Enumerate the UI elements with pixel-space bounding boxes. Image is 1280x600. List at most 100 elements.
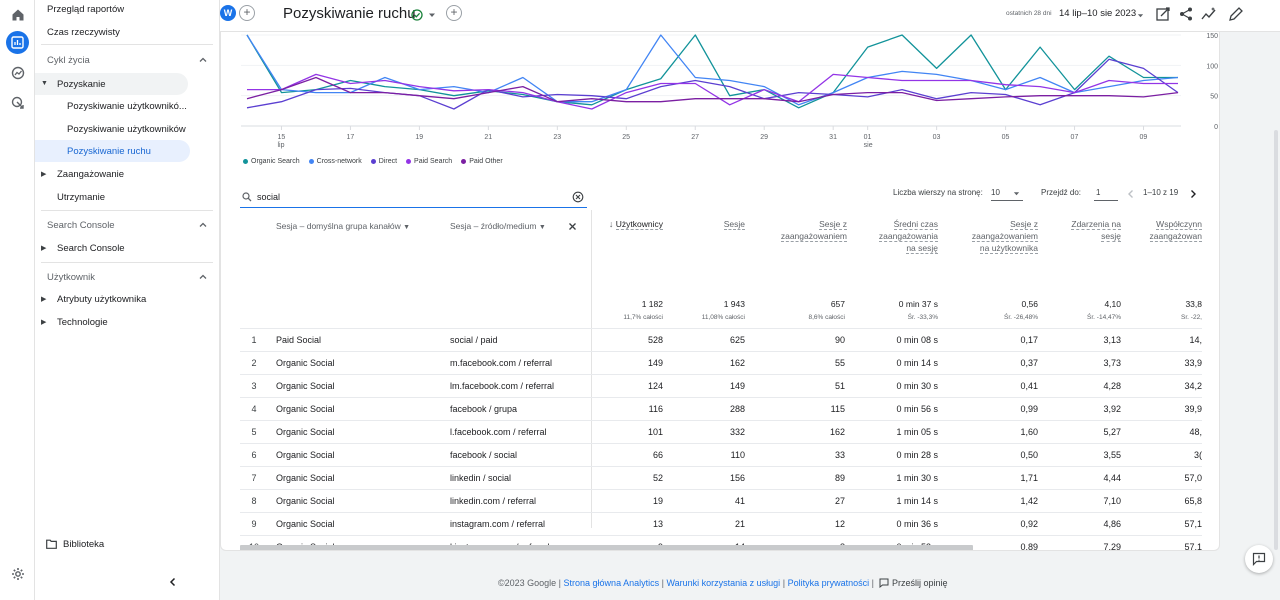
dimension-header-source[interactable]: Sesja – źródło/medium ▼ — [450, 220, 546, 234]
dimension-header-channel[interactable]: Sesja – domyślna grupa kanałów ▼ — [276, 220, 410, 234]
metric-cell: 0,41 — [1020, 381, 1038, 391]
row-index: 9 — [251, 519, 257, 529]
analytics-home-link[interactable]: Strona główna Analytics — [563, 578, 660, 588]
date-range-picker[interactable]: 14 lip–10 sie 2023 — [1059, 8, 1137, 19]
legend-item[interactable]: Paid Search — [406, 158, 452, 165]
metric-header-engagement-rate[interactable]: Współczynn zaangażowan — [1128, 218, 1202, 242]
metric-header-engaged-sessions[interactable]: Sesje z zaangażowaniem — [752, 218, 847, 242]
series-line-paid-other[interactable] — [246, 76, 1179, 103]
page-scrollbar[interactable] — [1274, 130, 1278, 550]
metric-header-events-per-session[interactable]: Zdarzenia na sesję — [1045, 218, 1121, 242]
customize-report-icon[interactable] — [1155, 6, 1171, 22]
reports-icon[interactable] — [6, 31, 29, 54]
nav-section-lifecycle[interactable]: Cykl życia — [35, 49, 219, 71]
chevron-up-icon — [199, 274, 207, 279]
total-value: 4,10 — [1104, 299, 1121, 309]
previous-page-icon[interactable] — [1126, 189, 1136, 199]
date-range-preset[interactable]: ostatnich 28 dni — [1006, 10, 1052, 17]
goto-page-input[interactable]: 1 — [1094, 188, 1120, 201]
metric-header-engaged-per-user[interactable]: Sesje z zaangażowaniem na użytkownika — [945, 218, 1038, 254]
legend-item[interactable]: Cross-network — [308, 158, 362, 165]
nav-item-user-acquisition-cohort[interactable]: Pozyskiwanie użytkownikó... — [35, 95, 219, 117]
table-row[interactable]: 9 Organic Social instagram.com / referral 1… — [240, 512, 1202, 535]
nav-item-realtime[interactable]: Czas rzeczywisty — [35, 21, 219, 43]
share-icon[interactable] — [1178, 6, 1194, 22]
nav-section-search-console[interactable]: Search Console — [35, 214, 219, 236]
search-input[interactable]: social — [257, 192, 281, 202]
series-line-direct[interactable] — [246, 58, 1179, 110]
clear-search-icon[interactable] — [572, 191, 584, 203]
channel-cell: Organic Social — [276, 381, 335, 391]
nav-item-library[interactable]: Biblioteka — [35, 533, 219, 555]
table-row[interactable]: 2 Organic Social m.facebook.com / referral… — [240, 351, 1202, 374]
caret-down-icon — [1013, 192, 1020, 196]
nav-item-technology[interactable]: ▶ Technologie — [35, 311, 219, 333]
advertising-icon[interactable] — [8, 93, 27, 112]
nav-item-user-acquisition[interactable]: Pozyskiwanie użytkowników — [35, 118, 219, 140]
total-percent: 8,6% całości — [808, 314, 846, 321]
caret-down-icon: ▼ — [41, 80, 48, 87]
divider — [41, 44, 213, 45]
nav-label: Przegląd raportów — [47, 3, 125, 15]
metric-header-users[interactable]: ↓ Użytkownicy — [593, 218, 663, 230]
edit-pencil-icon[interactable] — [1228, 6, 1244, 22]
nav-item-traffic-acquisition[interactable]: Pozyskiwanie ruchu — [35, 140, 190, 162]
home-icon[interactable] — [8, 5, 27, 24]
caret-down-icon[interactable] — [428, 11, 436, 19]
legend-item[interactable]: Organic Search — [243, 158, 300, 165]
caret-down-icon[interactable] — [1137, 12, 1144, 19]
horizontal-scrollbar[interactable] — [240, 545, 973, 550]
feedback-button[interactable] — [1245, 545, 1273, 573]
collapse-nav-button[interactable] — [35, 571, 219, 593]
settings-gear-icon[interactable] — [8, 564, 27, 583]
insights-icon[interactable] — [1201, 6, 1217, 22]
metric-cell: 4,86 — [1103, 519, 1121, 529]
series-line-organic-search[interactable] — [246, 34, 1178, 109]
nav-section-label: Użytkownik — [47, 271, 96, 283]
nav-item-search-console[interactable]: ▶ Search Console — [35, 237, 219, 259]
channel-cell: Organic Social — [276, 427, 335, 437]
metric-header-sessions[interactable]: Sesje — [670, 218, 745, 230]
next-page-icon[interactable] — [1188, 189, 1198, 199]
search-icon — [242, 192, 252, 202]
add-comparison-button[interactable]: + — [239, 5, 255, 21]
table-search-field[interactable]: social — [240, 188, 587, 208]
send-feedback-link[interactable]: Prześlij opinię — [879, 578, 948, 589]
nav-item-retention[interactable]: Utrzymanie — [35, 186, 219, 208]
table-row[interactable]: 3 Organic Social lm.facebook.com / referra… — [240, 374, 1202, 397]
nav-item-engagement[interactable]: ▶ Zaangażowanie — [35, 163, 219, 185]
separator: | — [782, 578, 786, 588]
privacy-link[interactable]: Polityka prywatności — [787, 578, 870, 588]
nav-item-overview[interactable]: Przegląd raportów — [35, 0, 219, 20]
series-line-paid-search[interactable] — [247, 73, 1178, 110]
legend-item[interactable]: Direct — [370, 158, 397, 165]
table-row[interactable]: 8 Organic Social linkedin.com / referral 19… — [240, 489, 1202, 512]
remove-dimension-icon[interactable] — [568, 222, 577, 231]
add-filter-button[interactable]: + — [446, 5, 462, 21]
table-row[interactable]: 5 Organic Social l.facebook.com / referral… — [240, 420, 1202, 443]
metric-cell: 3,55 — [1103, 450, 1121, 460]
metric-cell: 288 — [729, 404, 745, 414]
y-tick-label: 100 — [1206, 63, 1218, 70]
divider — [41, 210, 213, 211]
row-index: 8 — [251, 496, 257, 506]
table-row[interactable]: 6 Organic Social facebook / social 66 110 33 0… — [240, 443, 1202, 466]
table-row[interactable]: 7 Organic Social linkedin / social 52 156 89 1… — [240, 466, 1202, 489]
metric-header-avg-engagement[interactable]: Średni czas zaangażowania na sesję — [855, 218, 938, 254]
nav-section-user[interactable]: Użytkownik — [35, 266, 219, 288]
explore-icon[interactable] — [8, 63, 27, 82]
x-tick-label: 29 — [760, 134, 768, 141]
metric-label: zaangażowan — [1149, 231, 1202, 242]
legend-item[interactable]: Paid Other — [461, 158, 503, 165]
terms-link[interactable]: Warunki korzystania z usługi — [666, 578, 781, 588]
table-row[interactable]: 4 Organic Social facebook / grupa 116 288 115… — [240, 397, 1202, 420]
metric-cell: 0 min 14 s — [896, 358, 938, 368]
comparison-badge[interactable]: W — [220, 5, 236, 21]
rows-per-page-select[interactable]: 10 — [991, 188, 1023, 201]
metric-cell: 13 — [652, 519, 663, 529]
nav-item-user-attributes[interactable]: ▶ Atrybuty użytkownika — [35, 288, 219, 310]
table-row[interactable]: 1 Paid Social social / paid 528 625 90 0 min 0… — [240, 328, 1202, 351]
check-circle-icon[interactable] — [411, 9, 423, 21]
nav-item-acquisition[interactable]: ▼ Pozyskanie — [35, 73, 188, 95]
metric-cell: 90 — [834, 335, 845, 345]
